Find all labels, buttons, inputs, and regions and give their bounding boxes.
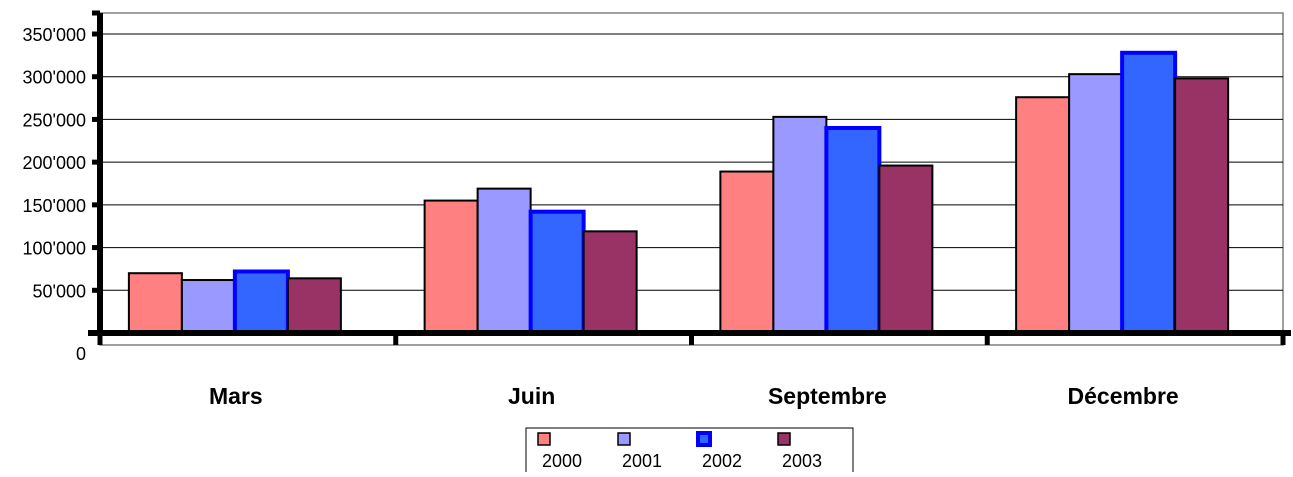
legend-swatch-2002 — [696, 431, 712, 447]
bar-2003-Juin — [582, 230, 638, 334]
y-tick-label-0: 0 — [76, 344, 86, 364]
y-tick-label-6: 300'000 — [22, 68, 86, 88]
legend-swatch-2003 — [777, 432, 791, 446]
bar-2000-Décembre — [1015, 96, 1071, 334]
y-tick-label-5: 250'000 — [22, 110, 86, 130]
bar-2002-Décembre — [1120, 50, 1178, 336]
legend-label-2002: 2002 — [702, 451, 742, 471]
bar-2001-Septembre — [772, 115, 828, 335]
legend-swatch-2001 — [617, 432, 631, 446]
legend-box — [525, 427, 854, 475]
y-tick-label-1: 50'000 — [33, 281, 87, 301]
y-tick-label-2: 100'000 — [22, 239, 86, 259]
legend-swatch-2000 — [537, 432, 551, 446]
bar-2002-Mars — [232, 269, 290, 335]
bar-2000-Juin — [423, 199, 479, 334]
y-tick-label-7: 350'000 — [22, 25, 86, 45]
bar-2003-Décembre — [1174, 77, 1230, 335]
legend-label-2000: 2000 — [542, 451, 582, 471]
bar-2002-Septembre — [824, 125, 882, 335]
x-category-label-0: Mars — [209, 383, 263, 409]
y-tick-label-3: 150'000 — [22, 196, 86, 216]
bar-2001-Décembre — [1068, 73, 1124, 334]
bar-2000-Mars — [127, 272, 183, 335]
y-tick-label-4: 200'000 — [22, 153, 86, 173]
bar-2003-Septembre — [878, 164, 934, 334]
bar-2001-Mars — [180, 279, 236, 334]
x-category-label-3: Décembre — [1068, 383, 1179, 409]
legend-label-2003: 2003 — [782, 451, 822, 471]
x-category-label-2: Septembre — [768, 383, 887, 409]
legend-label-2001: 2001 — [622, 451, 662, 471]
bar-2000-Septembre — [719, 170, 775, 334]
x-category-label-1: Juin — [508, 383, 555, 409]
bar-2003-Mars — [286, 277, 342, 334]
bar-2002-Juin — [528, 209, 586, 335]
bar-2001-Juin — [476, 187, 532, 334]
